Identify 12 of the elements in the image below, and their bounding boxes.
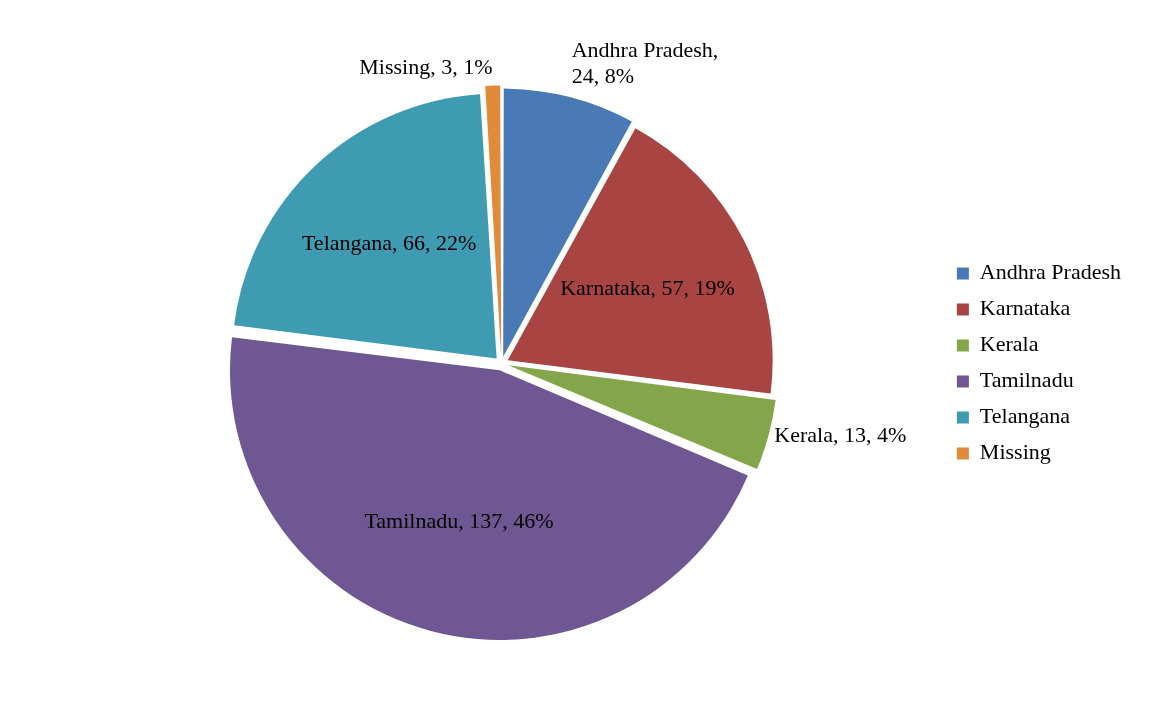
data-label: Missing, 3, 1% xyxy=(359,53,493,79)
data-label: Karnataka, 57, 19% xyxy=(560,274,735,300)
legend-label: Tamilnadu xyxy=(979,367,1074,393)
data-label: Telangana, 66, 22% xyxy=(301,229,477,255)
data-label: Kerala, 13, 4% xyxy=(774,422,907,448)
legend-label: Andhra Pradesh xyxy=(979,259,1122,285)
legend-label: Telangana xyxy=(979,403,1071,429)
data-label: Andhra Pradesh, 24, 8% xyxy=(571,36,719,88)
legend-label: Karnataka xyxy=(979,295,1071,321)
legend-label: Missing xyxy=(979,439,1051,465)
data-label: Tamilnadu, 137, 46% xyxy=(364,507,554,533)
legend-label: Kerala xyxy=(979,331,1039,357)
